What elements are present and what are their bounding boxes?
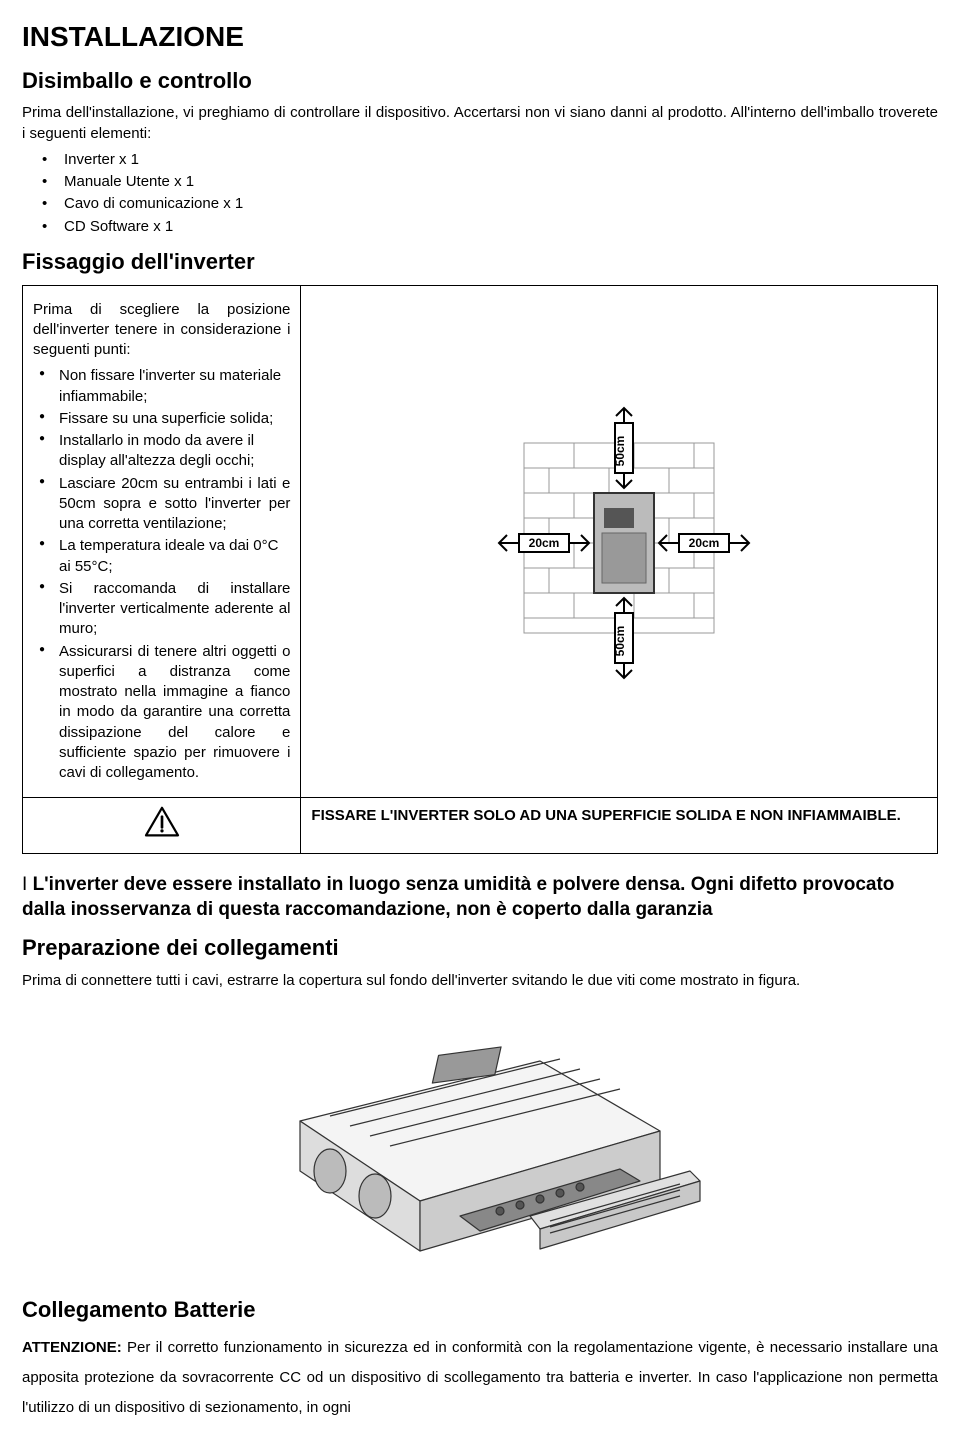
humidity-warning: I L'inverter deve essere installato in l… [22,872,938,923]
battery-attention: ATTENZIONE: Per il corretto funzionament… [22,1333,938,1423]
section-battery-title: Collegamento Batterie [22,1295,938,1325]
list-item: CD Software x 1 [64,217,938,237]
section-unpack-title: Disimballo e controllo [22,66,938,96]
cover-removal-figure [22,1001,938,1278]
page-title: INSTALLAZIONE [22,18,938,56]
mounting-lead: Prima di scegliere la posizione dell'inv… [33,300,290,361]
list-item: Non fissare l'inverter su materiale infi… [33,366,290,407]
package-list: Inverter x 1 Manuale Utente x 1 Cavo di … [22,150,938,237]
warning-icon [144,806,180,838]
section-wiring-title: Preparazione dei collegamenti [22,933,938,963]
list-item: Manuale Utente x 1 [64,172,938,192]
clearance-diagram: 50cm 50cm 20cm 20cm [484,383,754,693]
unpack-intro: Prima dell'installazione, vi preghiamo d… [22,103,938,144]
section-mount-title: Fissaggio dell'inverter [22,247,938,277]
inverter-isometric-diagram [240,1001,720,1271]
attention-label: ATTENZIONE: [22,1339,122,1356]
list-item: Si raccomanda di installare l'inverter v… [33,579,290,640]
clearance-diagram-cell: 50cm 50cm 20cm 20cm [301,285,938,798]
warning-icon-cell [23,798,301,853]
warning-text: FISSARE L'INVERTER SOLO AD UNA SUPERFICI… [301,798,938,853]
mounting-text-cell: Prima di scegliere la posizione dell'inv… [23,285,301,798]
wiring-intro: Prima di connettere tutti i cavi, estrar… [22,971,938,991]
list-item: Inverter x 1 [64,150,938,170]
clearance-right-label: 20cm [689,536,720,550]
list-item: La temperatura ideale va dai 0°C ai 55°C… [33,536,290,577]
attention-text: Per il corretto funzionamento in sicurez… [22,1339,938,1416]
list-item: Assicurarsi di tenere altri oggetti o su… [33,642,290,784]
mounting-table: Prima di scegliere la posizione dell'inv… [22,285,938,854]
list-item: Lasciare 20cm su entrambi i lati e 50cm … [33,474,290,535]
list-item: Fissare su una superficie solida; [33,409,290,429]
list-item: Installarlo in modo da avere il display … [33,431,290,472]
list-item: Cavo di comunicazione x 1 [64,194,938,214]
mounting-points: Non fissare l'inverter su materiale infi… [33,366,290,783]
clearance-left-label: 20cm [529,536,560,550]
clearance-bottom-label: 50cm [613,626,627,657]
clearance-top-label: 50cm [613,436,627,467]
